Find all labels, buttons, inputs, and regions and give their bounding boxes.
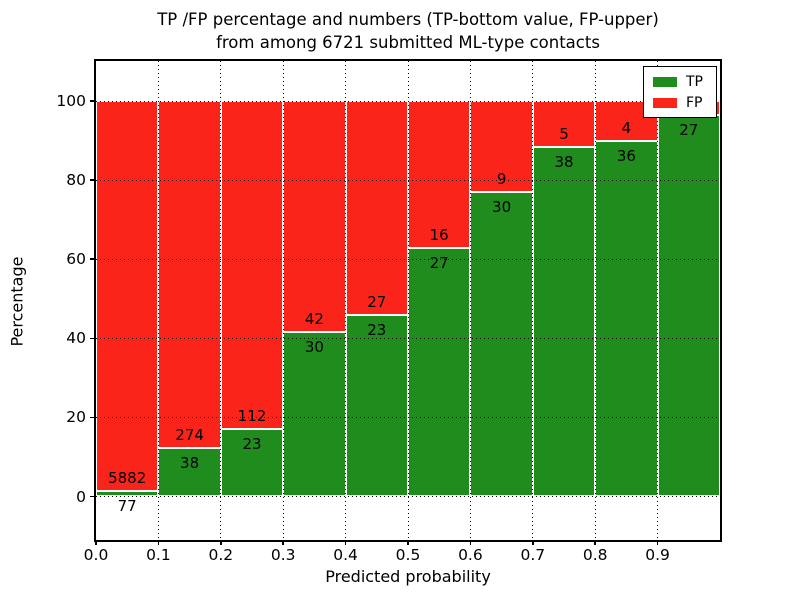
horizontal-gridline (96, 496, 720, 497)
x-tick-label: 0.6 (458, 546, 483, 564)
y-tick-label: 100 (56, 92, 86, 110)
x-tick-mark (95, 540, 97, 545)
x-tick-mark (594, 540, 596, 545)
bar-tp-segment (532, 146, 596, 497)
x-tick-mark (407, 540, 409, 545)
bar-tp-segment (408, 248, 471, 497)
y-tick-mark (90, 100, 96, 102)
y-axis-label: Percentage (7, 256, 27, 347)
bar-tp-segment (96, 491, 159, 497)
tp-color-swatch (653, 76, 677, 87)
x-tick-mark (469, 540, 472, 545)
vertical-gridline (532, 61, 534, 540)
plot-area (96, 61, 720, 540)
y-tick-label: 80 (66, 171, 86, 190)
bar-tp-segment (158, 448, 221, 497)
tp-count-label: 36 (616, 146, 636, 165)
vertical-gridline (345, 61, 347, 540)
horizontal-gridline (96, 258, 720, 260)
legend-entry-fp: FP (644, 96, 716, 110)
bar-fp-segment (158, 101, 221, 449)
fp-count-label: 16 (429, 226, 449, 245)
x-tick-label: 0.9 (645, 546, 670, 564)
x-tick-mark (656, 540, 659, 545)
vertical-gridline (157, 61, 159, 540)
x-tick-label: 0.2 (208, 546, 234, 564)
legend: TP FP (643, 66, 717, 118)
vertical-gridline (469, 61, 471, 540)
fp-count-label: 274 (175, 426, 204, 445)
legend-label-fp: FP (686, 94, 703, 111)
chart-title-line1: TP /FP percentage and numbers (TP-bottom… (157, 10, 659, 29)
x-tick-label: 0.3 (270, 546, 296, 564)
x-tick-mark (157, 540, 160, 545)
fp-count-label: 27 (367, 292, 387, 311)
fp-count-label: 42 (304, 309, 324, 328)
horizontal-gridline (96, 100, 720, 102)
legend-entry-tp: TP (644, 75, 716, 89)
fp-count-label: 5 (559, 124, 569, 143)
legend-label-tp: TP (686, 73, 703, 90)
x-tick-label: 0.1 (146, 546, 171, 564)
tp-count-label: 30 (304, 337, 324, 356)
y-tick-mark (90, 337, 96, 340)
tp-count-label: 27 (679, 121, 699, 140)
x-tick-label: 0.4 (333, 546, 358, 564)
fp-count-label: 112 (237, 407, 267, 426)
x-tick-label: 0.7 (520, 546, 546, 564)
bar-fp-segment (96, 101, 159, 492)
x-tick-mark (282, 540, 284, 545)
bar-tp-segment (345, 314, 408, 497)
x-tick-label: 0.5 (395, 546, 421, 564)
y-tick-mark (90, 495, 96, 498)
bar-tp-segment (595, 140, 658, 497)
x-tick-mark (220, 540, 222, 545)
x-tick-label: 0.8 (582, 546, 608, 564)
bar-fp-segment (345, 101, 408, 315)
tp-count-label: 77 (117, 497, 137, 516)
tp-count-label: 23 (367, 320, 387, 339)
vertical-gridline (220, 61, 222, 540)
y-tick-label: 60 (66, 250, 86, 269)
vertical-gridline (657, 61, 659, 540)
x-tick-label: 0.0 (83, 546, 109, 564)
y-tick-mark (90, 416, 96, 419)
bar-fp-segment (470, 101, 533, 193)
tp-count-label: 23 (242, 435, 262, 454)
horizontal-gridline (96, 416, 720, 418)
bar-tp-segment (283, 331, 346, 497)
vertical-gridline (407, 61, 409, 540)
chart-title-line2: from among 6721 submitted ML-type contac… (216, 33, 600, 52)
fp-count-label: 5882 (108, 469, 147, 488)
bar-tp-segment (470, 192, 533, 497)
y-tick-label: 40 (66, 329, 86, 348)
tp-count-label: 38 (554, 152, 574, 171)
bar-tp-segment (220, 429, 284, 497)
y-tick-mark (90, 258, 96, 260)
fp-count-label: 4 (621, 118, 632, 137)
horizontal-gridline (96, 337, 720, 339)
bar-tp-segment (657, 115, 720, 497)
vertical-gridline (282, 61, 284, 540)
fp-color-swatch (653, 97, 677, 108)
fp-count-label: 9 (496, 170, 507, 189)
y-tick-label: 0 (76, 487, 86, 506)
tp-count-label: 38 (180, 454, 200, 473)
bar-fp-segment (283, 101, 346, 332)
tp-count-label: 30 (492, 198, 512, 217)
x-tick-mark (532, 540, 534, 545)
y-tick-label: 20 (66, 408, 86, 427)
vertical-gridline (594, 61, 596, 540)
y-tick-mark (90, 179, 96, 181)
bar-fp-segment (408, 101, 471, 249)
bar-fp-segment (220, 101, 284, 430)
horizontal-gridline (96, 179, 720, 181)
x-tick-mark (344, 540, 347, 545)
tp-count-label: 27 (429, 254, 449, 273)
chart-title: TP /FP percentage and numbers (TP-bottom… (96, 8, 720, 54)
x-axis-label: Predicted probability (325, 567, 491, 586)
